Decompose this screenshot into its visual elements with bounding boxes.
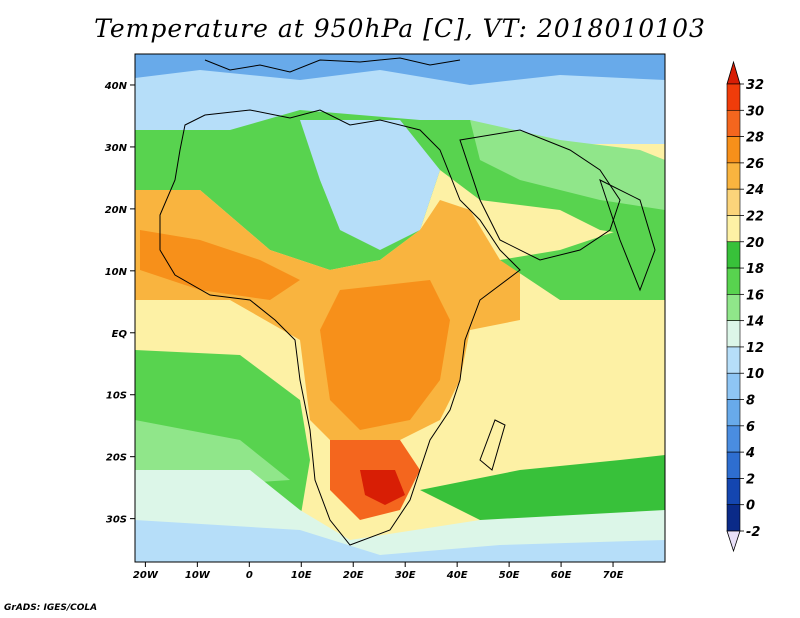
colorbar-label: 10 — [746, 367, 764, 382]
y-tick-label: 20S — [106, 453, 127, 464]
south-indian-green — [420, 455, 665, 520]
y-tick-label: 40N — [104, 81, 128, 92]
colorbar-label: 0 — [746, 499, 755, 514]
colorbar-label: 24 — [746, 183, 764, 198]
colorbar-box — [726, 372, 741, 400]
colorbar-box — [726, 478, 741, 506]
colorbar-box — [726, 451, 741, 479]
colorbar-box — [726, 346, 741, 374]
colorbar-box — [726, 267, 741, 295]
y-tick-label: 30N — [105, 143, 128, 154]
colorbar-box — [726, 241, 741, 269]
colorbar-label: 14 — [746, 315, 764, 330]
colorbar-box — [726, 294, 741, 321]
x-tick-label: 40E — [446, 570, 468, 581]
colorbar-label: 6 — [746, 420, 755, 435]
y-tick-label: 20N — [105, 205, 128, 216]
x-tick-label: 20W — [133, 570, 159, 581]
colorbar-label: 22 — [746, 209, 764, 224]
y-tick-label: EQ — [112, 329, 128, 340]
colorbar-box — [726, 162, 741, 190]
map-title: Temperature at 950hPa [C], VT: 201801010… — [94, 14, 706, 43]
colorbar-box — [726, 504, 741, 532]
colorbar-label: 30 — [746, 104, 764, 119]
colorbar-over-arrow — [726, 60, 741, 85]
y-tick-label: 10S — [106, 391, 127, 402]
colorbar-box — [726, 215, 741, 243]
x-tick-label: 50E — [499, 570, 520, 581]
colorbar-label: 28 — [746, 131, 764, 146]
x-tick-label: 70E — [603, 570, 624, 581]
colorbar-label: 2 — [746, 472, 755, 487]
colorbar-label: -2 — [746, 525, 760, 540]
credit-text: GrADS: IGES/COLA — [4, 603, 98, 613]
arabia-light-green — [470, 120, 665, 210]
x-tick-label: 20E — [343, 570, 364, 581]
colorbar-label: 20 — [746, 236, 764, 251]
y-tick-label: 30S — [106, 515, 127, 526]
colorbar-label: 4 — [745, 446, 755, 461]
colorbar-box — [726, 136, 741, 164]
x-tick-label: 0 — [246, 570, 253, 581]
x-tick-label: 10W — [185, 570, 211, 581]
temperature-field — [135, 54, 665, 562]
colorbar-label: 8 — [746, 394, 755, 409]
colorbar-box — [726, 83, 741, 111]
colorbar-box — [726, 320, 741, 348]
madagascar-coast — [479, 419, 506, 471]
plot-frame — [134, 53, 666, 563]
arabian-sea-green — [500, 230, 665, 300]
south-cold-band — [135, 520, 665, 562]
x-tick-label: 60E — [551, 570, 572, 581]
colorbar-label: 26 — [746, 157, 764, 172]
arabia-coast — [459, 129, 621, 261]
africa-coast — [159, 109, 521, 546]
x-tick-label: 10E — [291, 570, 312, 581]
colorbar-label: 16 — [746, 288, 764, 303]
coastlines — [159, 57, 656, 546]
central-sahara-cool — [300, 120, 440, 250]
europe-coast — [204, 57, 461, 73]
colorbar-box — [726, 425, 741, 453]
north-cold-band — [135, 54, 665, 85]
x-tick-label: 30E — [395, 570, 416, 581]
colorbar-label: 32 — [746, 78, 764, 93]
west-africa-warm — [140, 230, 300, 300]
colorbar-label: 12 — [746, 341, 764, 356]
india-coast — [599, 179, 656, 292]
central-africa-warm — [320, 280, 450, 430]
southern-africa-hottest — [360, 470, 405, 505]
colorbar-label: 18 — [746, 262, 764, 277]
colorbar-box — [726, 109, 741, 137]
colorbar-box — [726, 399, 741, 427]
colorbar-box — [726, 188, 741, 216]
y-tick-label: 10N — [105, 267, 128, 278]
colorbar-under-arrow — [726, 530, 741, 553]
